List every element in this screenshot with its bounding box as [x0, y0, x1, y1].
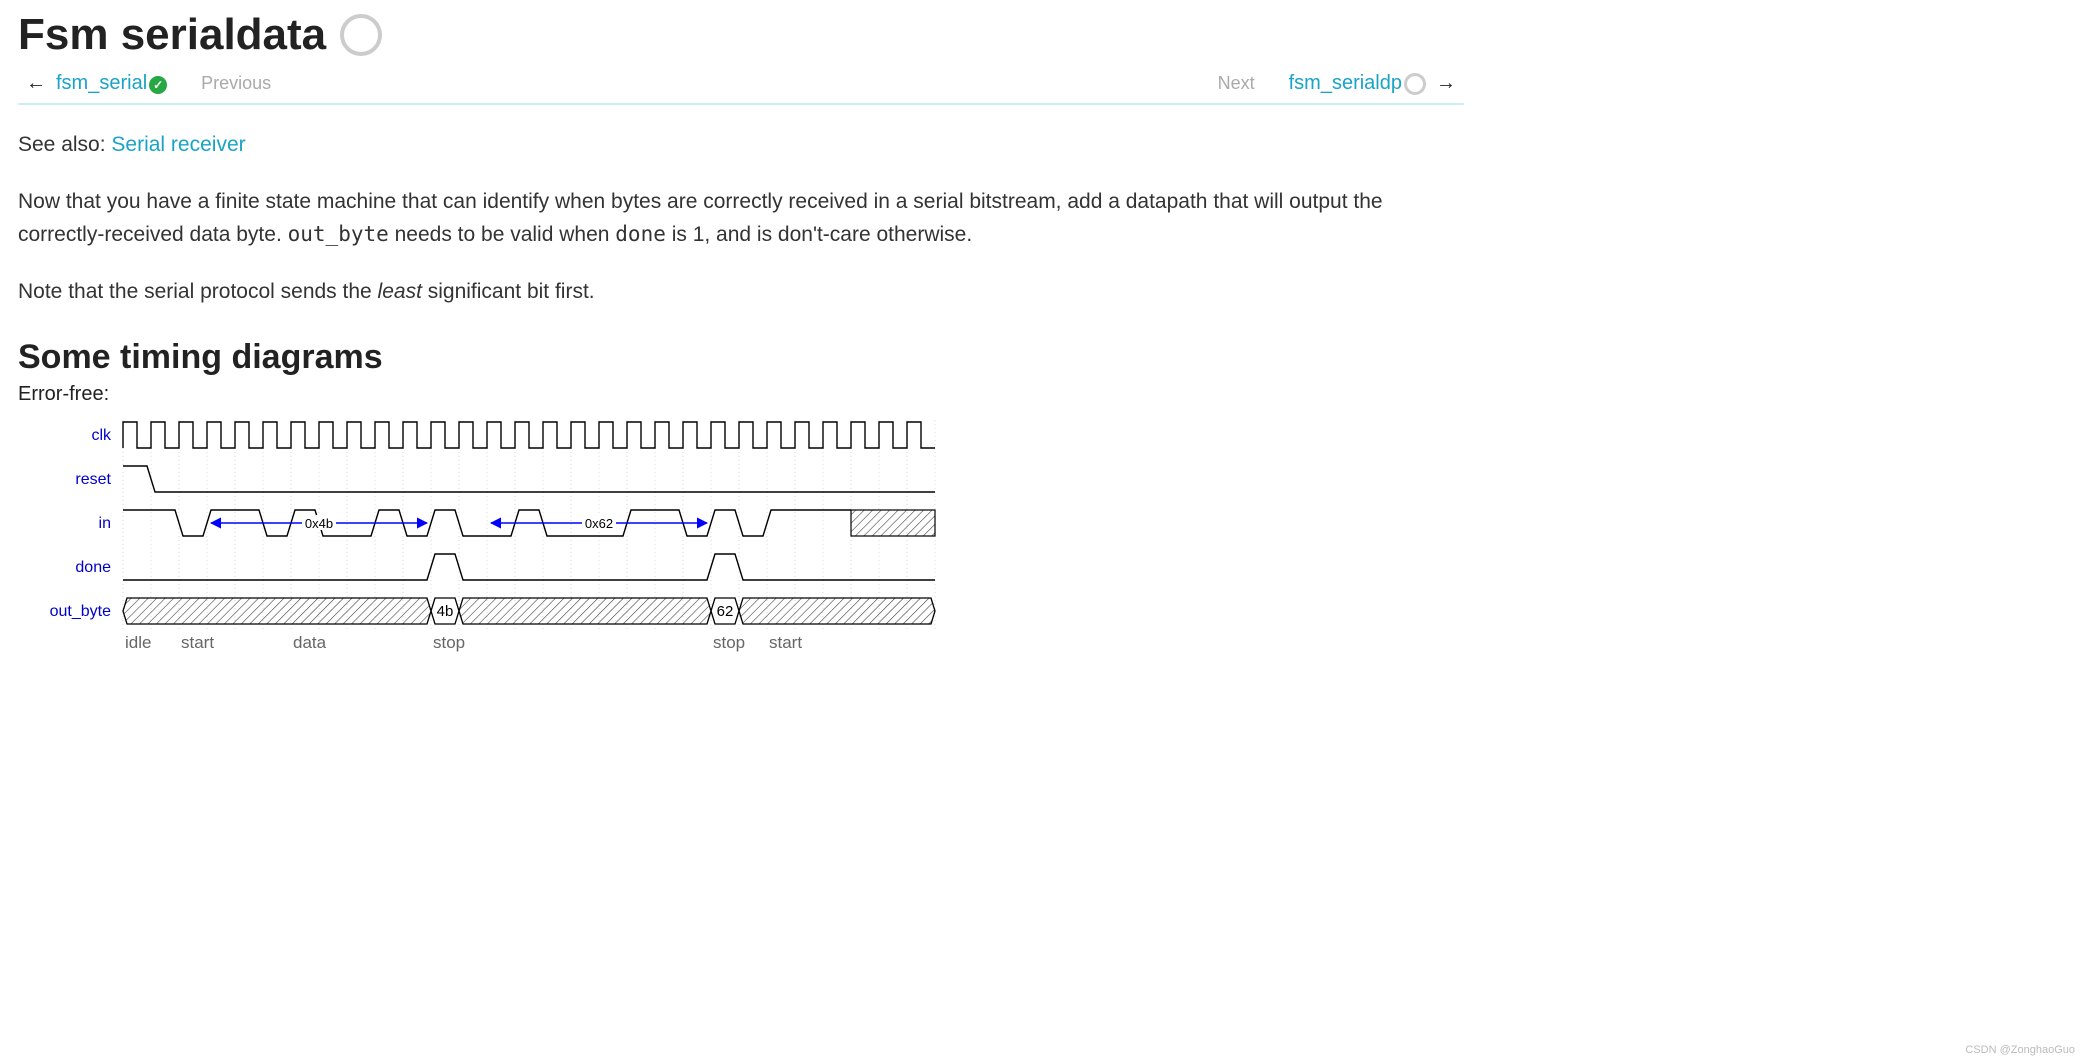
svg-text:0x62: 0x62	[585, 516, 613, 531]
code-outbyte: out_byte	[288, 222, 389, 246]
p1b: needs to be valid when	[389, 223, 616, 246]
p2a: Note that the serial protocol sends the	[18, 280, 378, 303]
error-free-label: Error-free:	[18, 383, 1464, 406]
arrow-left-icon[interactable]: ←	[26, 72, 46, 95]
svg-text:done: done	[75, 559, 111, 576]
nav-prev-group: ← fsm_serial✓ Previous	[26, 72, 295, 95]
see-also-prefix: See also:	[18, 133, 111, 156]
status-circle-icon	[340, 14, 382, 56]
paragraph-2: Note that the serial protocol sends the …	[18, 276, 1464, 309]
nav-next-group: Next fsm_serialdp →	[1194, 72, 1456, 95]
breadcrumb-nav: ← fsm_serial✓ Previous Next fsm_serialdp…	[18, 68, 1464, 105]
svg-text:stop: stop	[713, 633, 745, 652]
next-label: Next	[1218, 73, 1255, 94]
paragraph-1: Now that you have a finite state machine…	[18, 186, 1464, 252]
p2b: significant bit first.	[422, 280, 595, 303]
prev-link[interactable]: fsm_serial✓	[56, 72, 167, 95]
p1c: is 1, and is don't-care otherwise.	[666, 223, 972, 246]
svg-text:start: start	[181, 633, 214, 652]
prev-label: Previous	[201, 73, 271, 94]
see-also-link[interactable]: Serial receiver	[111, 133, 245, 156]
arrow-right-icon[interactable]: →	[1436, 72, 1456, 95]
timing-svg: clk reset in 0x4b 0x62 done out_byte 4b 62 idle st…	[18, 414, 940, 666]
svg-text:reset: reset	[75, 471, 111, 488]
code-done: done	[615, 222, 666, 246]
svg-text:4b: 4b	[437, 603, 454, 620]
svg-text:62: 62	[717, 603, 734, 620]
prev-link-text: fsm_serial	[56, 72, 147, 94]
section-heading: Some timing diagrams	[18, 338, 1464, 377]
next-link[interactable]: fsm_serialdp	[1289, 72, 1426, 95]
svg-text:start: start	[769, 633, 802, 652]
svg-text:data: data	[293, 633, 327, 652]
svg-text:clk: clk	[91, 427, 112, 444]
svg-text:0x4b: 0x4b	[305, 516, 333, 531]
page-title-text: Fsm serialdata	[18, 10, 326, 60]
svg-text:in: in	[99, 515, 111, 532]
next-link-text: fsm_serialdp	[1289, 72, 1402, 94]
watermark: CSDN @ZonghaoGuo	[1965, 1044, 2075, 1056]
svg-text:idle: idle	[125, 633, 151, 652]
status-empty-icon	[1404, 73, 1426, 95]
page-title: Fsm serialdata	[18, 10, 1464, 60]
svg-text:out_byte: out_byte	[50, 603, 111, 620]
svg-text:stop: stop	[433, 633, 465, 652]
p2i: least	[378, 280, 422, 303]
timing-diagram: clk reset in 0x4b 0x62 done out_byte 4b 62 idle st…	[18, 414, 940, 666]
see-also: See also: Serial receiver	[18, 129, 1464, 162]
check-icon: ✓	[149, 76, 167, 94]
